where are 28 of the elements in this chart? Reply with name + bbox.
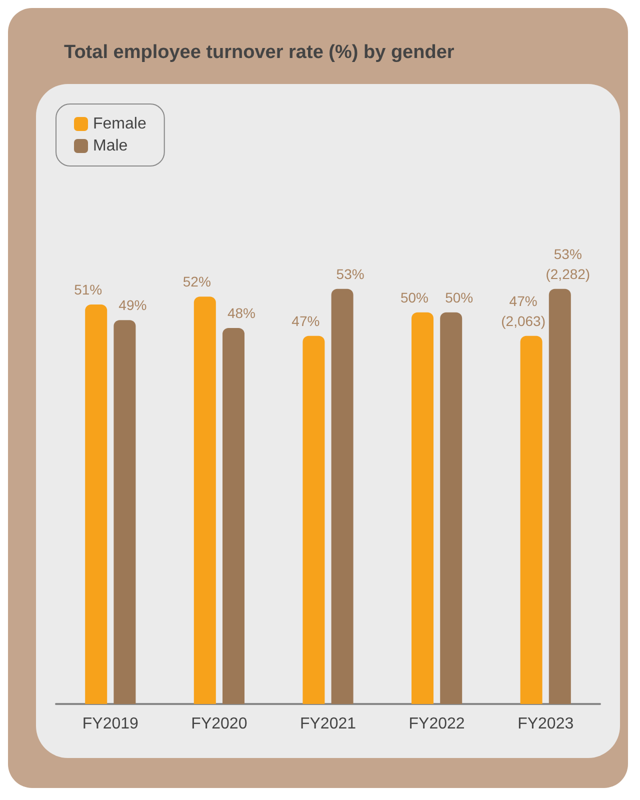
bar [520,336,542,704]
data-label: 53% [336,266,364,282]
x-tick-label: FY2020 [191,716,248,732]
bar [440,312,462,704]
data-label: 52% [182,274,211,290]
bar [114,320,136,704]
data-label: 48% [227,305,256,321]
x-tick-label: FY2021 [300,716,356,732]
bar [222,328,244,704]
bar [331,288,354,704]
bar [548,288,571,704]
x-tick-label: FY2023 [518,716,574,732]
x-tick-label: FY2022 [408,716,465,732]
data-label: 47% (2,063) [501,292,546,329]
data-label: 50% [400,289,429,306]
legend-label: Male [93,138,128,154]
x-tick-label: FY2019 [82,716,139,732]
data-label: 51% [74,282,102,298]
chart-title: Total employee turnover rate (%) by gender [64,42,454,64]
data-label: 53% (2,282) [546,246,590,282]
data-label: 50% [445,289,474,306]
bar [302,336,325,704]
bar [194,296,216,704]
bar [412,312,434,704]
data-label: 47% [292,312,320,329]
data-label: 49% [118,297,147,314]
bar [85,304,108,704]
legend-label: Female [93,116,146,132]
